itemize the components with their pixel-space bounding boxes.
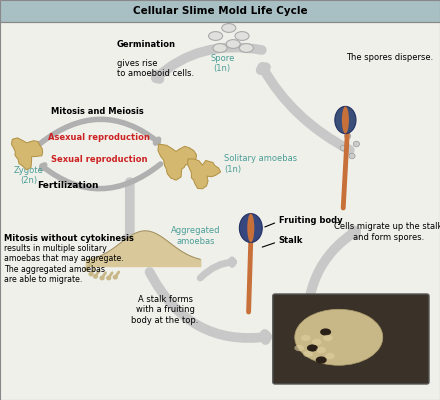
Ellipse shape — [325, 353, 335, 359]
Circle shape — [88, 272, 94, 276]
Text: results in multiple solitary
amoebas that may aggregate.
The aggregated amoebas
: results in multiple solitary amoebas tha… — [4, 244, 124, 284]
Text: Mitosis and Meiosis: Mitosis and Meiosis — [51, 108, 143, 116]
Ellipse shape — [213, 44, 227, 52]
Text: Sexual reproduction: Sexual reproduction — [51, 156, 147, 164]
Ellipse shape — [312, 339, 322, 345]
Circle shape — [340, 145, 346, 151]
Polygon shape — [158, 144, 197, 180]
Ellipse shape — [323, 335, 333, 341]
FancyBboxPatch shape — [273, 294, 429, 384]
Ellipse shape — [247, 214, 254, 242]
Text: Germination: Germination — [117, 40, 176, 49]
Ellipse shape — [335, 106, 356, 134]
Ellipse shape — [235, 32, 249, 40]
Ellipse shape — [316, 356, 326, 364]
Circle shape — [353, 141, 359, 147]
Ellipse shape — [222, 24, 236, 32]
Circle shape — [99, 276, 105, 280]
Ellipse shape — [209, 32, 223, 40]
Ellipse shape — [239, 44, 253, 52]
FancyBboxPatch shape — [0, 0, 440, 22]
Text: Stalk: Stalk — [279, 236, 303, 245]
Text: Solitary amoebas
(1n): Solitary amoebas (1n) — [224, 154, 297, 174]
Text: Cells migrate up the stalk
and form spores.: Cells migrate up the stalk and form spor… — [334, 222, 440, 242]
Text: Fertilization: Fertilization — [37, 182, 99, 190]
Text: Cellular Slime Mold Life Cycle: Cellular Slime Mold Life Cycle — [133, 6, 307, 16]
Circle shape — [106, 276, 111, 280]
Ellipse shape — [226, 40, 240, 48]
Circle shape — [84, 267, 89, 272]
Text: Mitosis without cytokinesis: Mitosis without cytokinesis — [4, 234, 134, 243]
Text: Spore
(1n): Spore (1n) — [210, 54, 235, 73]
Polygon shape — [187, 159, 220, 189]
Text: A stalk forms
with a fruiting
body at the top.: A stalk forms with a fruiting body at th… — [131, 295, 199, 325]
Ellipse shape — [239, 214, 262, 242]
Circle shape — [93, 274, 98, 279]
Ellipse shape — [303, 351, 313, 357]
Ellipse shape — [320, 328, 331, 336]
Text: The spores disperse.: The spores disperse. — [346, 54, 433, 62]
Text: Fruiting body: Fruiting body — [279, 216, 342, 225]
Text: Zygote
(2n): Zygote (2n) — [14, 166, 44, 186]
Polygon shape — [11, 138, 43, 170]
Text: gives rise
to amoeboid cells.: gives rise to amoeboid cells. — [117, 59, 194, 78]
Ellipse shape — [316, 347, 326, 353]
Ellipse shape — [301, 335, 311, 341]
Ellipse shape — [307, 344, 318, 352]
Circle shape — [345, 133, 351, 139]
Ellipse shape — [342, 106, 349, 134]
Circle shape — [113, 275, 118, 280]
Ellipse shape — [295, 309, 383, 365]
Text: Aggregated
amoebas: Aggregated amoebas — [171, 226, 220, 246]
Text: Asexual reproduction: Asexual reproduction — [48, 134, 150, 142]
Ellipse shape — [294, 345, 304, 351]
Circle shape — [349, 153, 355, 159]
